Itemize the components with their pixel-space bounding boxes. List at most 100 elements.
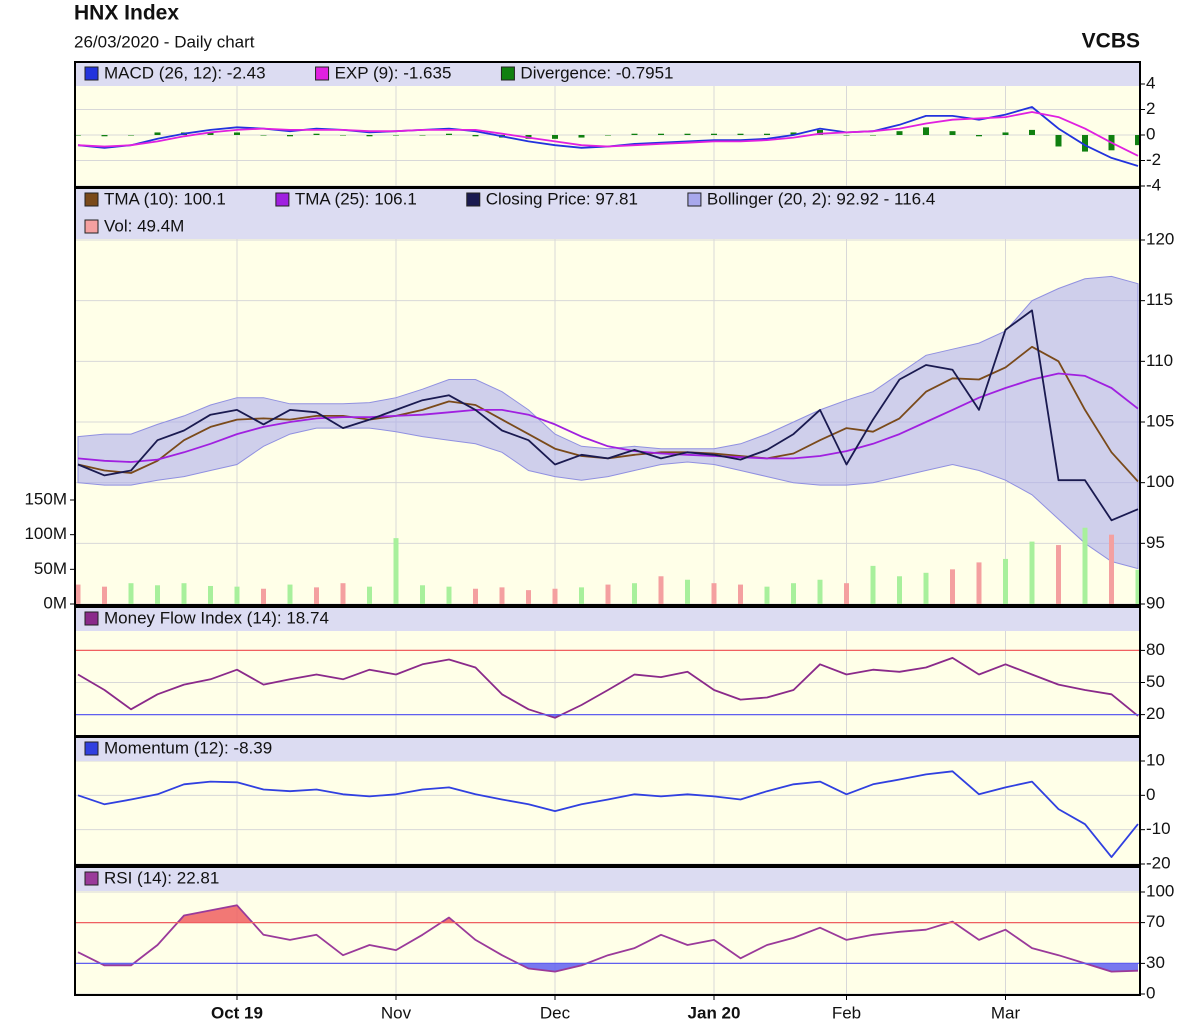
y2-tick-label: 100M [24,524,67,543]
volume-bar [261,588,266,604]
y-tick-label: 20 [1146,704,1165,723]
divergence-bar [128,135,134,136]
divergence-bar [552,135,558,139]
divergence-bar [340,135,346,136]
y-tick-label: 70 [1146,912,1165,931]
panel: RSI (14): 22.81 100 70 30 0 [74,866,1174,1002]
divergence-bar [1055,135,1062,147]
divergence-bar [260,135,267,136]
divergence-bar [896,131,903,135]
volume-bar [579,587,584,604]
volume-bar [1029,541,1035,604]
x-tick-label: Dec [540,1003,571,1022]
legend-band [75,867,1140,891]
y-tick-label: -4 [1146,175,1161,194]
volume-bar [658,576,664,604]
legend-swatch [84,871,99,886]
volume-bar [685,579,690,604]
y-tick-label: 0 [1146,124,1155,143]
volume-bar [526,590,531,604]
legend-label: Bollinger (20, 2): 92.92 - 116.4 [707,189,935,208]
legend-swatch [84,219,99,234]
volume-bar [1056,545,1061,604]
panel: TMA (10): 100.1 TMA (25): 106.1 Closing Pr… [24,187,1174,612]
y2-tick-label: 150M [24,489,67,508]
y2-tick-label: 50M [34,559,67,578]
volume-bar [870,565,876,604]
divergence-bar [366,135,373,137]
legend-swatch [500,66,515,81]
divergence-bar [684,133,691,135]
y-tick-label: -10 [1146,819,1171,838]
panel-border [74,187,1141,606]
divergence-bar [790,132,797,135]
divergence-bar [419,135,426,136]
volume-bar [499,587,505,604]
legend-swatch [84,66,99,81]
volume-bar [420,585,425,604]
legend-label: TMA (10): 100.1 [104,189,226,208]
legend-swatch [84,611,99,626]
y-tick-label: 90 [1146,593,1165,612]
volume-bar [287,584,293,604]
series-line [77,111,1139,157]
volume-bar [817,579,823,604]
divergence-bar [313,133,320,135]
legend-band [75,62,1140,86]
divergence-bar [711,133,717,135]
x-tick-label: Oct 19 [211,1003,263,1022]
volume-bar [764,586,770,604]
x-tick-label: Nov [381,1003,412,1022]
y-tick-label: 120 [1146,229,1174,248]
divergence-bar [207,132,214,135]
series-line [77,770,1139,858]
legend-label: MACD (26, 12): -2.43 [104,63,266,82]
volume-bar [923,572,929,604]
panel: MACD (26, 12): -2.43 EXP (9): -1.635 Diver… [74,61,1161,194]
volume-bar [340,583,346,604]
series-line [77,309,1139,522]
volume-bar [552,588,558,604]
divergence-bar [817,129,823,135]
volume-bar [1082,527,1088,604]
legend-swatch [315,66,330,81]
volume-bar [393,538,399,604]
volume-bar [75,584,81,604]
y-tick-label: 4 [1146,73,1155,92]
legend-label: EXP (9): -1.635 [335,63,452,82]
y-tick-label: 2 [1146,99,1155,118]
plot-area [75,188,1140,605]
y-tick-label: 10 [1146,750,1165,769]
volume-bar [632,583,637,604]
volume-bar [738,584,743,604]
volume-bar [1109,534,1114,604]
y-tick-label: 0 [1146,983,1155,1002]
divergence-bar [658,133,664,135]
legend-label: Money Flow Index (14): 18.74 [104,608,329,627]
volume-bar [367,586,372,604]
y-tick-label: 115 [1146,290,1173,309]
volume-bar [1135,569,1140,604]
y-tick-label: 100 [1146,881,1174,900]
volume-bar [208,585,213,604]
divergence-bar [631,133,638,135]
volume-bar [155,585,160,604]
divergence-bar [843,135,850,136]
y-tick-label: 50 [1146,672,1165,691]
y-tick-label: -20 [1146,853,1171,872]
volume-bar [897,576,902,604]
divergence-bar [1082,135,1088,152]
divergence-bar [578,135,585,138]
series-line [77,657,1139,719]
panel-border [74,736,1141,866]
volume-bar [234,586,240,604]
divergence-bar [605,135,611,136]
volume-bar [711,583,717,604]
divergence-bar [976,135,982,137]
y-tick-label: -2 [1146,150,1161,169]
divergence-bar [472,135,479,137]
legend-band [75,607,1140,631]
panel-border [74,866,1141,996]
divergence-bar [287,135,293,137]
y-tick-label: 105 [1146,411,1174,430]
